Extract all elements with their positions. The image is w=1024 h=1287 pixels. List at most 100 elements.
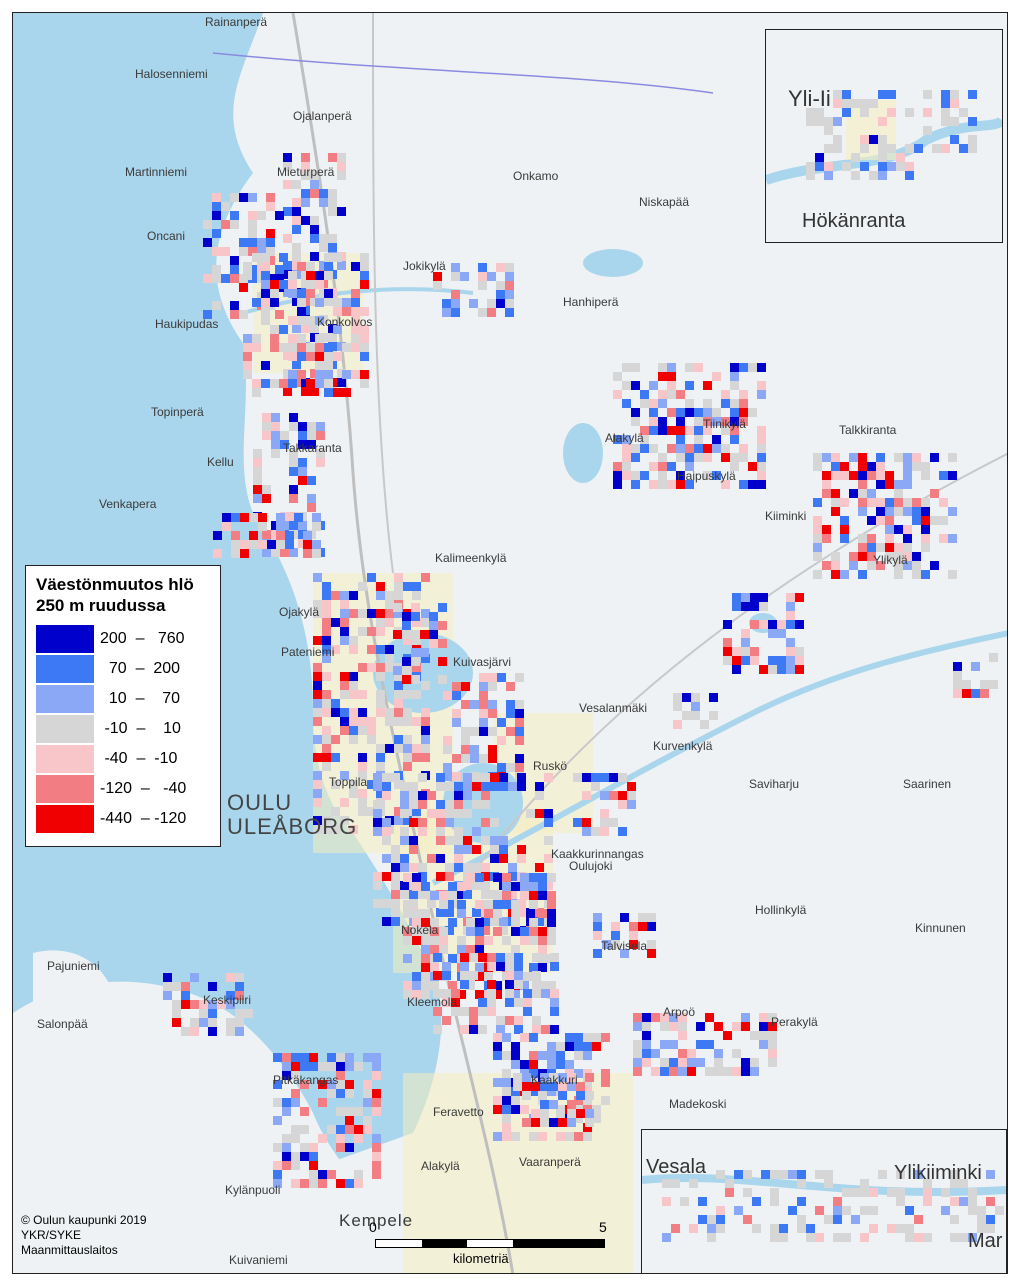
inset-grid-cell <box>860 144 869 153</box>
grid-cell <box>730 453 739 462</box>
grid-cell <box>912 552 921 561</box>
inset-grid-cell <box>833 99 842 108</box>
grid-cell <box>768 620 777 629</box>
grid-cell <box>529 936 538 945</box>
grid-cell <box>813 462 822 471</box>
grid-cell <box>602 940 611 949</box>
grid-cell <box>601 1078 610 1087</box>
grid-cell <box>469 971 478 980</box>
grid-cell <box>502 900 511 909</box>
grid-cell <box>336 1107 345 1116</box>
grid-cell <box>270 379 279 388</box>
grid-cell <box>487 308 496 317</box>
grid-cell <box>549 1118 558 1127</box>
grid-cell <box>402 630 411 639</box>
grid-cell <box>813 570 822 579</box>
grid-cell <box>310 333 319 342</box>
grid-cell <box>394 573 403 582</box>
grid-cell <box>642 1022 651 1031</box>
inset-grid-cell <box>842 162 851 171</box>
grid-cell <box>508 890 517 899</box>
grid-cell <box>283 351 292 360</box>
grid-cell <box>358 726 367 735</box>
grid-cell <box>394 735 403 744</box>
grid-cell <box>912 453 921 462</box>
grid-cell <box>730 435 739 444</box>
grid-cell <box>324 343 333 352</box>
grid-cell <box>903 543 912 552</box>
grid-cell <box>421 717 430 726</box>
grid-cell <box>354 1134 363 1143</box>
grid-cell <box>642 1040 651 1049</box>
grid-cell <box>382 818 391 827</box>
grid-cell <box>730 363 739 372</box>
grid-cell <box>337 378 346 387</box>
grid-cell <box>757 453 766 462</box>
grid-cell <box>427 809 436 818</box>
grid-cell <box>549 1082 558 1091</box>
grid-cell <box>921 471 930 480</box>
legend-swatch <box>36 655 94 683</box>
grid-cell <box>493 1078 502 1087</box>
grid-cell <box>421 990 430 999</box>
grid-cell <box>313 663 322 672</box>
grid-cell <box>385 717 394 726</box>
grid-cell <box>490 773 499 782</box>
grid-cell <box>505 272 514 281</box>
grid-cell <box>212 229 221 238</box>
grid-cell <box>487 272 496 281</box>
grid-cell <box>948 471 957 480</box>
place-label: Toppila <box>329 775 368 789</box>
inset-grid-cell <box>671 1179 680 1188</box>
grid-cell <box>349 717 358 726</box>
grid-cell <box>529 918 538 927</box>
grid-cell <box>403 744 412 753</box>
grid-cell <box>412 927 421 936</box>
inset-grid-cell <box>986 1170 995 1179</box>
grid-cell <box>515 736 524 745</box>
grid-cell <box>297 298 306 307</box>
grid-cell <box>349 789 358 798</box>
grid-cell <box>313 690 322 699</box>
grid-cell <box>741 1013 750 1022</box>
grid-cell <box>349 690 358 699</box>
grid-cell <box>712 444 721 453</box>
grid-cell <box>750 647 759 656</box>
grid-cell <box>493 1051 502 1060</box>
grid-cell <box>460 971 469 980</box>
grid-cell <box>340 690 349 699</box>
inset-grid-cell <box>797 1170 806 1179</box>
inset-grid-cell <box>869 1188 878 1197</box>
grid-cell <box>360 334 369 343</box>
grid-cell <box>261 298 270 307</box>
grid-cell <box>367 726 376 735</box>
grid-cell <box>912 462 921 471</box>
grid-cell <box>461 700 470 709</box>
grid-cell <box>759 1013 768 1022</box>
grid-cell <box>622 399 631 408</box>
grid-cell <box>363 1053 372 1062</box>
grid-cell <box>660 1058 669 1067</box>
inset-bottom-graphic <box>642 1170 1006 1242</box>
grid-cell <box>903 453 912 462</box>
grid-cell <box>506 700 515 709</box>
grid-cell <box>340 816 349 825</box>
grid-cell <box>472 782 481 791</box>
grid-cell <box>574 1051 583 1060</box>
grid-cell <box>291 1125 300 1134</box>
grid-cell <box>515 718 524 727</box>
inset-grid-cell <box>833 1215 842 1224</box>
grid-cell <box>618 827 627 836</box>
grid-cell <box>253 458 262 467</box>
grid-cell <box>306 280 315 289</box>
grid-cell <box>676 453 685 462</box>
grid-cell <box>457 990 466 999</box>
grid-cell <box>231 531 240 540</box>
grid-cell <box>340 600 349 609</box>
grid-cell <box>351 289 360 298</box>
grid-cell <box>315 316 324 325</box>
grid-cell <box>658 453 667 462</box>
grid-cell <box>849 489 858 498</box>
grid-cell <box>478 1007 487 1016</box>
grid-cell <box>511 1105 520 1114</box>
